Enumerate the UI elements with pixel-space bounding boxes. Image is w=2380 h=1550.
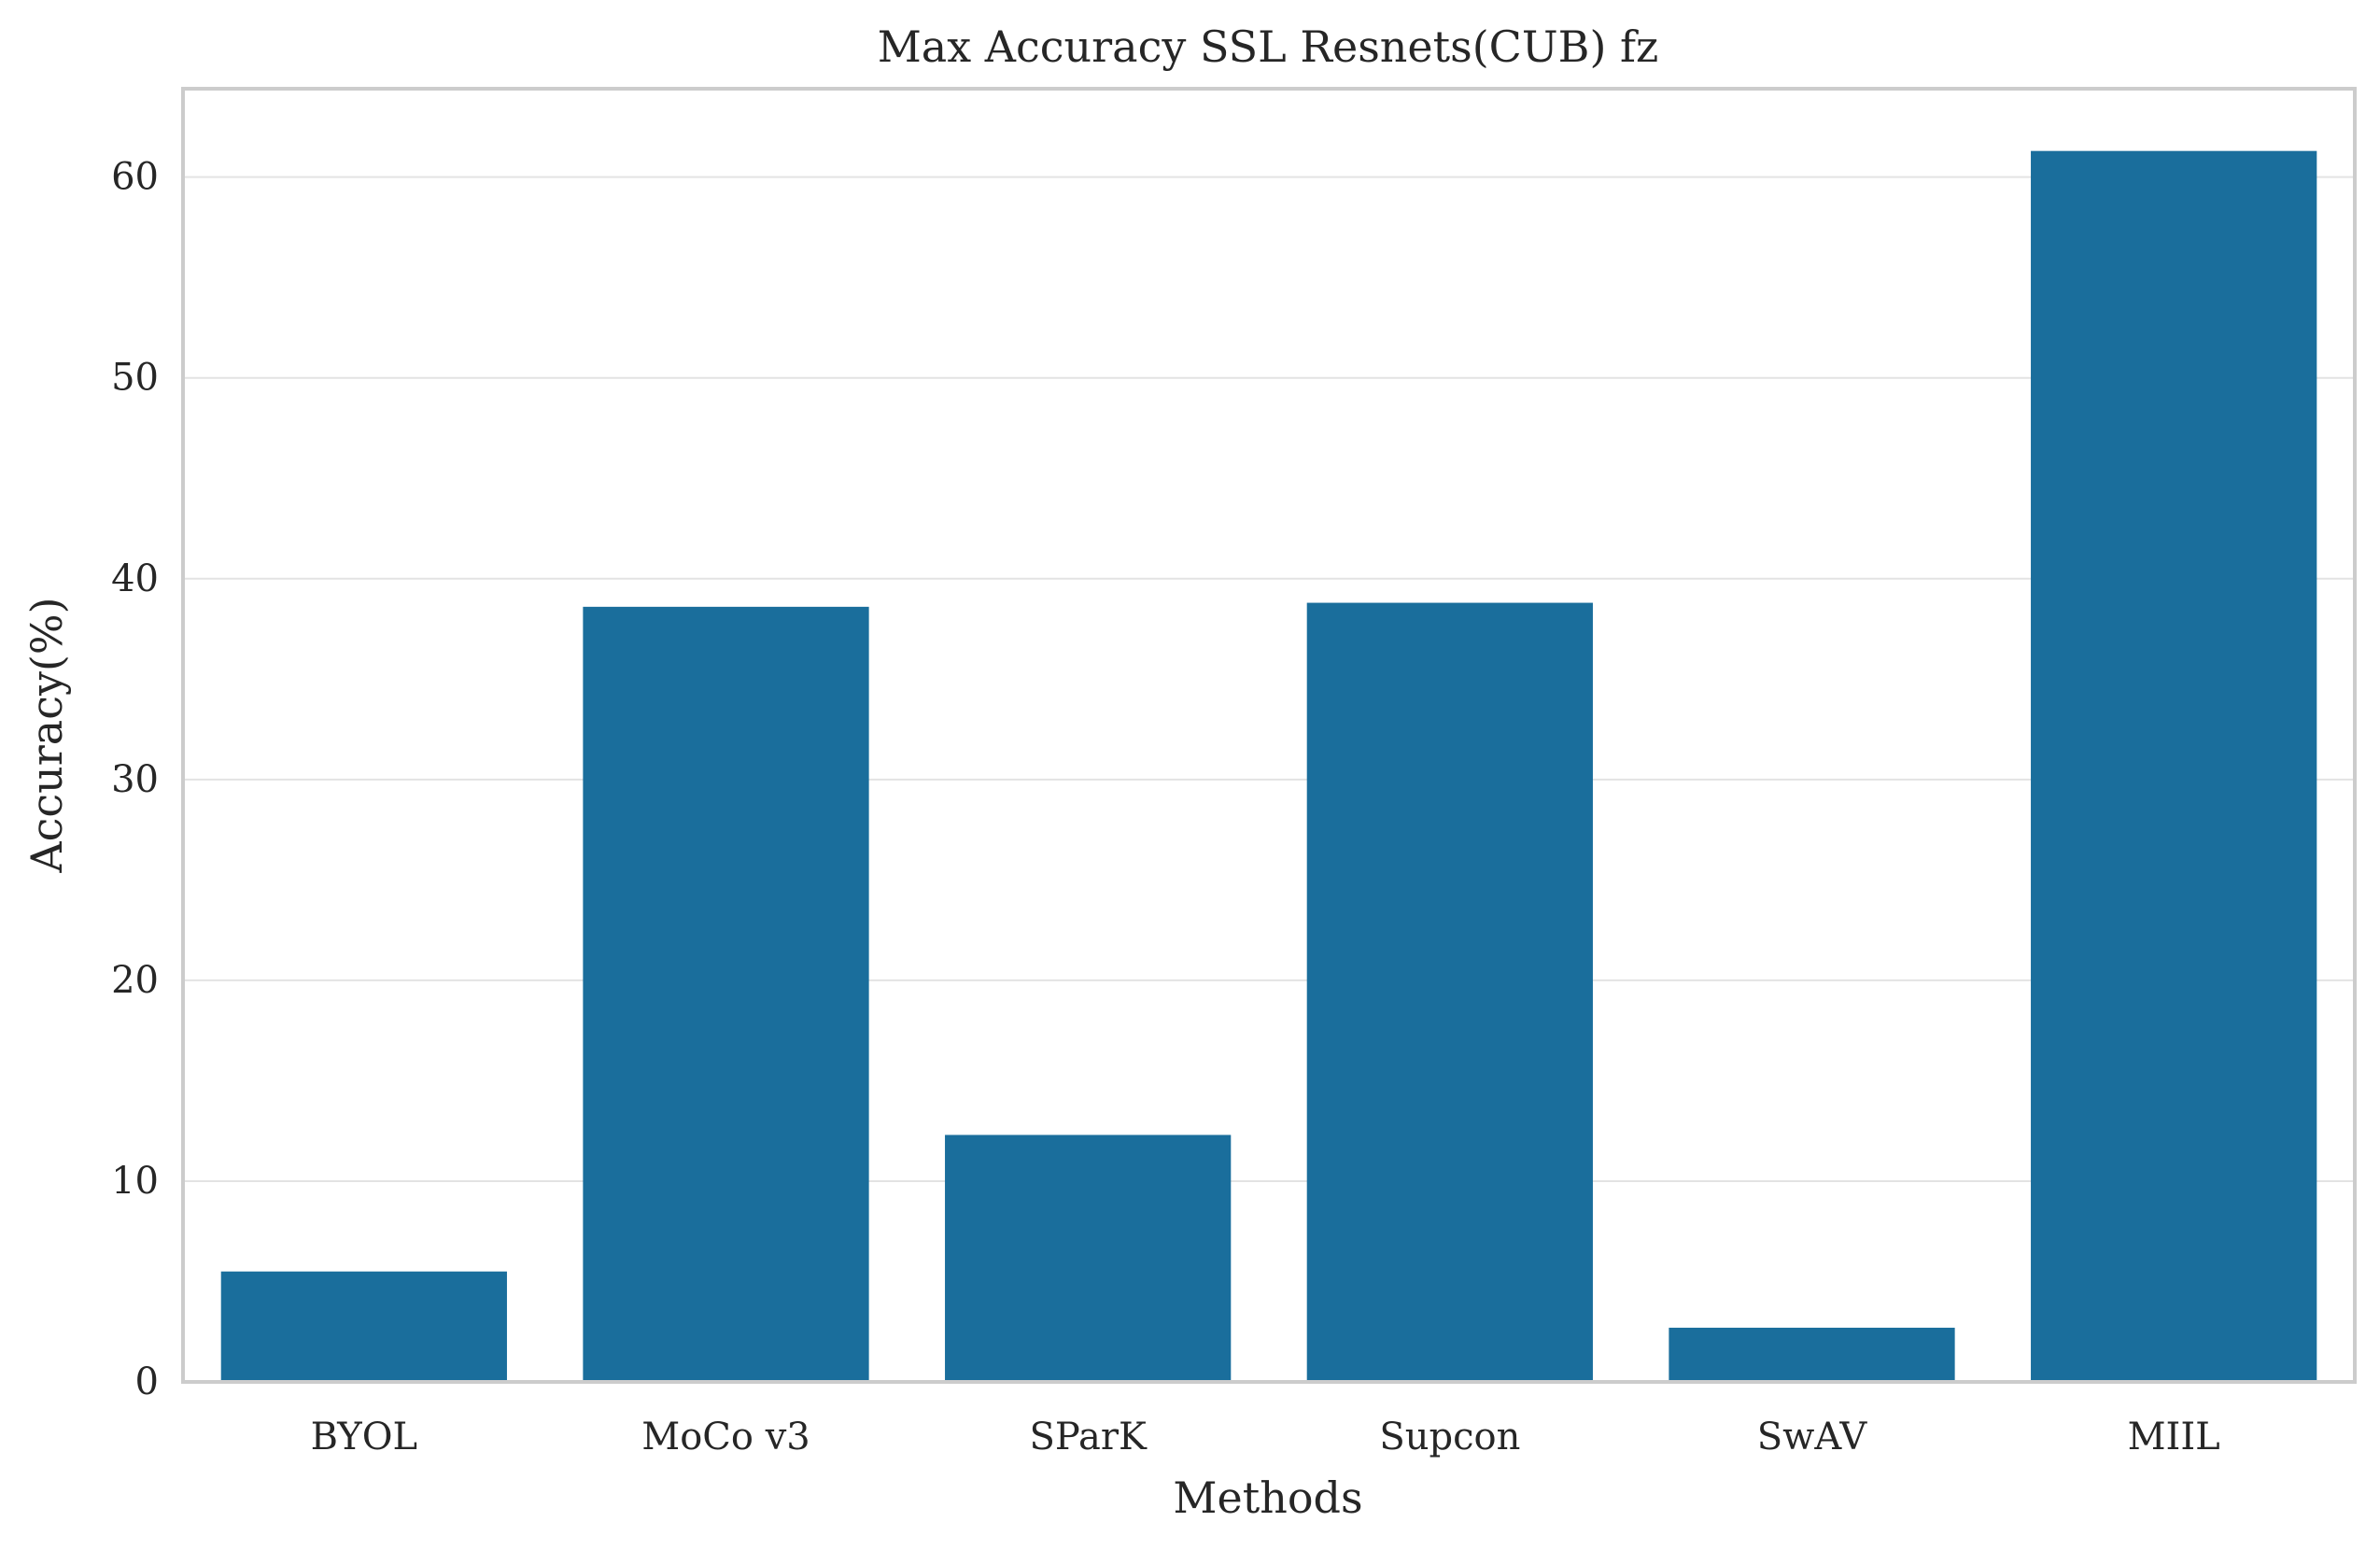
x-tick-label: MIIL	[2128, 1416, 2220, 1458]
y-tick-label: 30	[111, 758, 159, 801]
y-tick-label: 50	[111, 357, 159, 400]
y-axis-label: Accuracy(%)	[21, 597, 72, 873]
plot-frame	[181, 87, 2357, 1384]
bar	[220, 1271, 507, 1382]
x-tick-label: SwAV	[1757, 1416, 1868, 1458]
y-tick-label: 40	[111, 557, 159, 600]
x-tick-label: Supcon	[1379, 1416, 1520, 1458]
bar	[1669, 1327, 1955, 1382]
x-tick-label: BYOL	[311, 1416, 417, 1458]
bar	[583, 606, 869, 1382]
bar	[2031, 150, 2317, 1383]
grid-lines	[183, 176, 2355, 1383]
y-tick-label: 20	[111, 959, 159, 1002]
x-tick-labels: BYOL MoCo v3 SParK Supcon SwAV MIIL	[311, 1416, 2220, 1458]
y-tick-labels: 0 10 20 30 40 50 60	[111, 156, 159, 1403]
bar	[1306, 602, 1593, 1382]
chart-title: Max Accuracy SSL Resnets(CUB) fz	[878, 21, 1659, 72]
x-axis-label: Methods	[1173, 1472, 1362, 1523]
bars	[220, 150, 2317, 1383]
y-tick-label: 60	[111, 156, 159, 199]
bar	[945, 1134, 1232, 1382]
y-tick-label: 10	[111, 1160, 159, 1203]
x-tick-label: SParK	[1029, 1416, 1147, 1458]
y-tick-label: 0	[135, 1360, 159, 1403]
x-tick-label: MoCo v3	[641, 1416, 810, 1458]
